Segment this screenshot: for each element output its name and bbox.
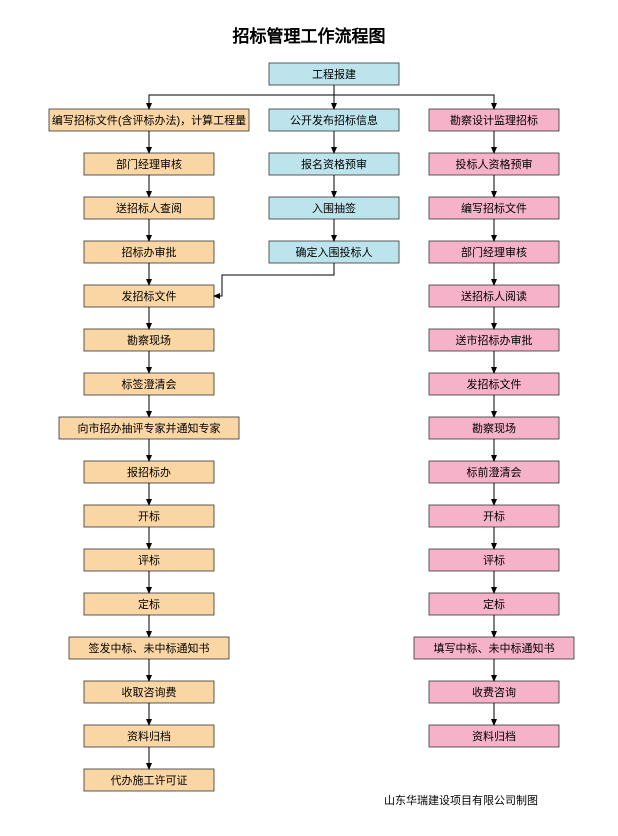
- svg-text:招标办审批: 招标办审批: [122, 245, 177, 259]
- svg-text:填写中标、未中标通知书: 填写中标、未中标通知书: [434, 641, 555, 655]
- node-left-1: 部门经理审核: [84, 153, 214, 175]
- svg-text:勘察现场: 勘察现场: [127, 333, 171, 347]
- svg-text:入围抽签: 入围抽签: [312, 201, 356, 215]
- svg-text:发招标文件: 发招标文件: [467, 377, 522, 391]
- svg-text:公开发布招标信息: 公开发布招标信息: [290, 113, 378, 127]
- node-root: 工程报建: [269, 63, 399, 85]
- node-left-9: 开标: [84, 505, 214, 527]
- node-left-3: 招标办审批: [84, 241, 214, 263]
- svg-text:编写招标文件: 编写招标文件: [461, 201, 527, 215]
- svg-text:代办施工许可证: 代办施工许可证: [111, 774, 188, 787]
- node-left-13: 收取咨询费: [84, 681, 214, 703]
- svg-text:定标: 定标: [483, 597, 505, 611]
- svg-text:工程报建: 工程报建: [312, 67, 356, 81]
- node-right-11: 定标: [429, 593, 559, 615]
- svg-text:部门经理审核: 部门经理审核: [461, 245, 527, 259]
- node-right-1: 投标人资格预审: [429, 153, 559, 175]
- svg-text:开标: 开标: [483, 509, 505, 523]
- node-center-3: 确定入围投标人: [269, 241, 399, 263]
- node-left-15: 代办施工许可证: [84, 769, 214, 791]
- node-center-0: 公开发布招标信息: [269, 109, 399, 131]
- node-left-14: 资料归档: [84, 725, 214, 747]
- svg-text:定标: 定标: [138, 597, 160, 611]
- node-right-9: 开标: [429, 505, 559, 527]
- page-title: 招标管理工作流程图: [0, 0, 618, 55]
- svg-text:报招标办: 报招标办: [127, 465, 171, 479]
- svg-text:送市招标办审批: 送市招标办审批: [456, 333, 533, 347]
- svg-text:收费咨询: 收费咨询: [472, 685, 516, 699]
- svg-text:开标: 开标: [138, 509, 160, 523]
- node-right-7: 勘察现场: [429, 417, 559, 439]
- node-right-0: 勘察设计监理招标: [429, 109, 559, 131]
- svg-text:资料归档: 资料归档: [472, 729, 516, 743]
- flow-arrow: [214, 263, 334, 296]
- svg-text:确定入围投标人: 确定入围投标人: [296, 245, 373, 259]
- node-center-1: 报名资格预审: [269, 153, 399, 175]
- node-left-0: 编写招标文件(含评标办法)，计算工程量: [49, 109, 249, 131]
- flowchart-diagram: 工程报建编写招标文件(含评标办法)，计算工程量部门经理审核送招标人查阅招标办审批…: [19, 55, 599, 825]
- flow-arrow: [149, 95, 334, 109]
- node-left-4: 发招标文件: [84, 285, 214, 307]
- node-left-12: 签发中标、未中标通知书: [69, 637, 229, 659]
- node-right-4: 送招标人阅读: [429, 285, 559, 307]
- node-left-2: 送招标人查阅: [84, 197, 214, 219]
- svg-text:编写招标文件(含评标办法)，计算工程量: 编写招标文件(含评标办法)，计算工程量: [52, 113, 246, 127]
- flow-arrow: [334, 95, 494, 109]
- node-left-7: 向市招办抽评专家并通知专家: [59, 417, 239, 439]
- node-right-2: 编写招标文件: [429, 197, 559, 219]
- svg-text:评标: 评标: [138, 553, 160, 567]
- svg-text:标前澄清会: 标前澄清会: [467, 465, 522, 479]
- svg-text:报名资格预审: 报名资格预审: [301, 157, 367, 171]
- node-right-13: 收费咨询: [429, 681, 559, 703]
- svg-text:收取咨询费: 收取咨询费: [122, 685, 177, 699]
- node-right-6: 发招标文件: [429, 373, 559, 395]
- node-right-14: 资料归档: [429, 725, 559, 747]
- svg-text:送招标人查阅: 送招标人查阅: [116, 201, 182, 215]
- footer-credit: 山东华瑞建设项目有限公司制图: [384, 792, 538, 808]
- svg-text:勘察设计监理招标: 勘察设计监理招标: [450, 113, 538, 127]
- node-right-8: 标前澄清会: [429, 461, 559, 483]
- svg-text:发招标文件: 发招标文件: [122, 289, 177, 303]
- node-left-5: 勘察现场: [84, 329, 214, 351]
- svg-text:评标: 评标: [483, 553, 505, 567]
- svg-text:部门经理审核: 部门经理审核: [116, 157, 182, 171]
- svg-text:向市招办抽评专家并通知专家: 向市招办抽评专家并通知专家: [78, 421, 221, 435]
- svg-text:送招标人阅读: 送招标人阅读: [461, 289, 527, 303]
- node-left-6: 标签澄清会: [84, 373, 214, 395]
- node-left-10: 评标: [84, 549, 214, 571]
- node-right-10: 评标: [429, 549, 559, 571]
- node-center-2: 入围抽签: [269, 197, 399, 219]
- svg-text:标签澄清会: 标签澄清会: [122, 377, 177, 391]
- svg-text:投标人资格预审: 投标人资格预审: [456, 157, 533, 171]
- svg-text:签发中标、未中标通知书: 签发中标、未中标通知书: [89, 641, 210, 655]
- node-left-8: 报招标办: [84, 461, 214, 483]
- svg-text:资料归档: 资料归档: [127, 729, 171, 743]
- svg-text:勘察现场: 勘察现场: [472, 421, 516, 435]
- node-right-5: 送市招标办审批: [429, 329, 559, 351]
- node-left-11: 定标: [84, 593, 214, 615]
- node-right-3: 部门经理审核: [429, 241, 559, 263]
- node-right-12: 填写中标、未中标通知书: [414, 637, 574, 659]
